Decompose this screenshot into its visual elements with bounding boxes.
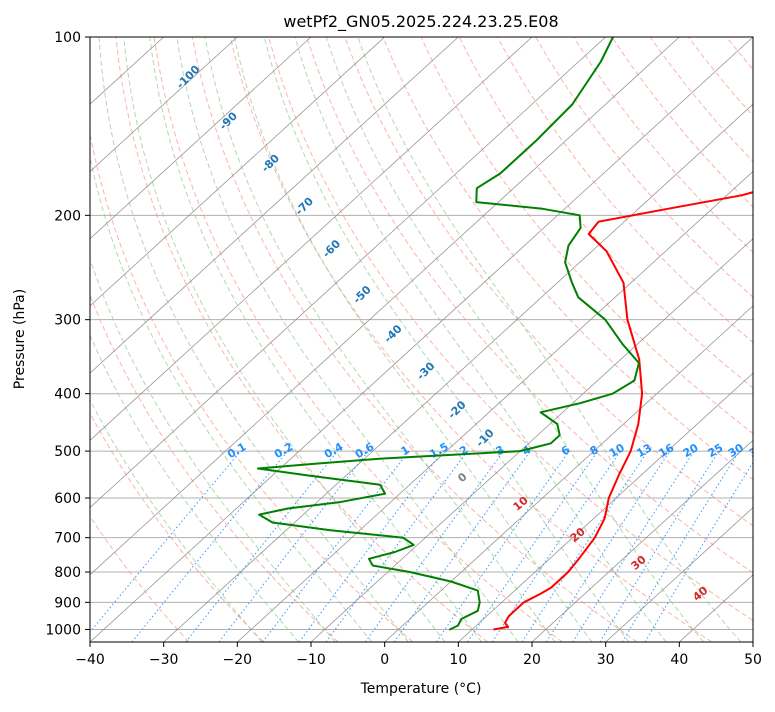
x-tick-label: 40: [670, 652, 688, 668]
dry-adiabat-line: [536, 37, 775, 642]
moist-adiabat-line: [295, 37, 666, 642]
isotherm-line: [0, 37, 311, 642]
dry-adiabat-line: [0, 37, 189, 642]
mixing-ratio-line: [573, 451, 694, 642]
dry-adiabat-line: [726, 37, 775, 642]
y-tick-label: 500: [54, 444, 81, 460]
y-tick-label: 700: [54, 531, 81, 547]
dry-adiabat-label: -80: [259, 151, 282, 174]
moist-adiabat-label: 0: [455, 470, 469, 485]
dry-adiabat-line: [688, 37, 775, 642]
y-tick-label: 1000: [45, 622, 81, 638]
x-tick-label: −30: [149, 652, 179, 668]
mixing-ratio-label: 6: [559, 443, 572, 458]
isotherm-line: [16, 37, 679, 642]
dry-adiabat-line: [765, 37, 775, 642]
mixing-ratio-label: 10: [607, 441, 627, 460]
x-tick-label: −20: [223, 652, 253, 668]
dry-adiabat-line: [574, 37, 775, 642]
mixing-ratio-line: [82, 451, 241, 642]
dry-adiabat-line: [612, 37, 775, 642]
y-tick-label: 400: [54, 387, 81, 403]
y-tick-label: 200: [54, 208, 81, 224]
y-tick-label: 100: [54, 30, 81, 46]
moist-adiabat-line: [264, 37, 629, 642]
x-tick-label: 30: [597, 652, 615, 668]
moist-adiabat-line: [9, 50, 261, 642]
isotherm-line: [0, 37, 606, 642]
mixing-ratio-label: 13: [634, 441, 654, 460]
dry-adiabat-line: [269, 37, 775, 642]
temperature-profile-line: [494, 37, 775, 629]
dry-adiabat-label: -60: [320, 237, 343, 260]
dry-adiabat-label: -90: [217, 109, 240, 132]
mixing-ratio-label: 25: [706, 441, 726, 460]
isotherm-line: [753, 37, 775, 642]
x-tick-label: 0: [380, 652, 389, 668]
mixing-ratio-line: [186, 451, 338, 642]
dry-adiabat-line: [497, 37, 775, 642]
y-tick-label: 300: [54, 313, 81, 329]
moist-adiabat-line: [53, 37, 336, 642]
mixing-ratio-label: 0.6: [353, 440, 377, 461]
moist-adiabat-line: [150, 37, 482, 642]
x-tick-label: 50: [744, 652, 762, 668]
isotherm-line: [164, 37, 775, 642]
y-tick-label: 600: [54, 491, 81, 507]
mixing-ratio-line: [468, 451, 598, 642]
dry-adiabat-label: -30: [414, 359, 437, 382]
mixing-ratio-label: 0.4: [322, 440, 346, 461]
x-tick-label: 20: [523, 652, 541, 668]
mixing-ratio-label: 1.5: [427, 440, 450, 461]
y-tick-label: 900: [54, 595, 81, 611]
dry-adiabat-line: [192, 37, 637, 642]
chart-title: wetPf2_GN05.2025.224.23.25.E08: [283, 12, 558, 32]
x-tick-label: −10: [296, 652, 326, 668]
mixing-ratio-label: 30: [726, 441, 746, 460]
moist-adiabat-label: 40: [690, 584, 710, 604]
moist-adiabat-label: 20: [568, 525, 588, 545]
dry-adiabat-label: -50: [351, 283, 374, 306]
x-axis-label: Temperature (°C): [360, 681, 482, 697]
isotherm-line: [0, 37, 237, 642]
isotherm-line: [90, 37, 753, 642]
mixing-ratio-label: 16: [657, 441, 677, 460]
dry-adiabat-line: [78, 37, 413, 642]
x-tick-label: −40: [75, 652, 105, 668]
moist-adiabat-line: [31, 37, 299, 642]
mixing-ratio-line: [132, 451, 288, 642]
dry-adiabat-label: -20: [445, 398, 468, 421]
y-tick-label: 800: [54, 565, 81, 581]
moist-adiabat-label: 10: [511, 494, 531, 514]
mixing-ratio-label: 20: [681, 441, 701, 460]
dry-adiabat-line: [116, 37, 488, 642]
mixing-ratio-line: [436, 451, 569, 642]
dry-adiabat-label: -40: [381, 322, 404, 345]
y-axis-label: Pressure (hPa): [12, 289, 28, 389]
x-tick-label: 10: [449, 652, 467, 668]
mixing-ratio-label: 36: [747, 441, 767, 460]
mixing-ratio-label: 0.1: [225, 440, 248, 461]
dry-adiabat-line: [650, 37, 775, 642]
dry-adiabat-line: [230, 37, 711, 642]
moist-adiabat-label: 30: [629, 553, 649, 573]
moist-adiabat-line: [326, 37, 703, 642]
dry-adiabat-line: [345, 37, 775, 642]
